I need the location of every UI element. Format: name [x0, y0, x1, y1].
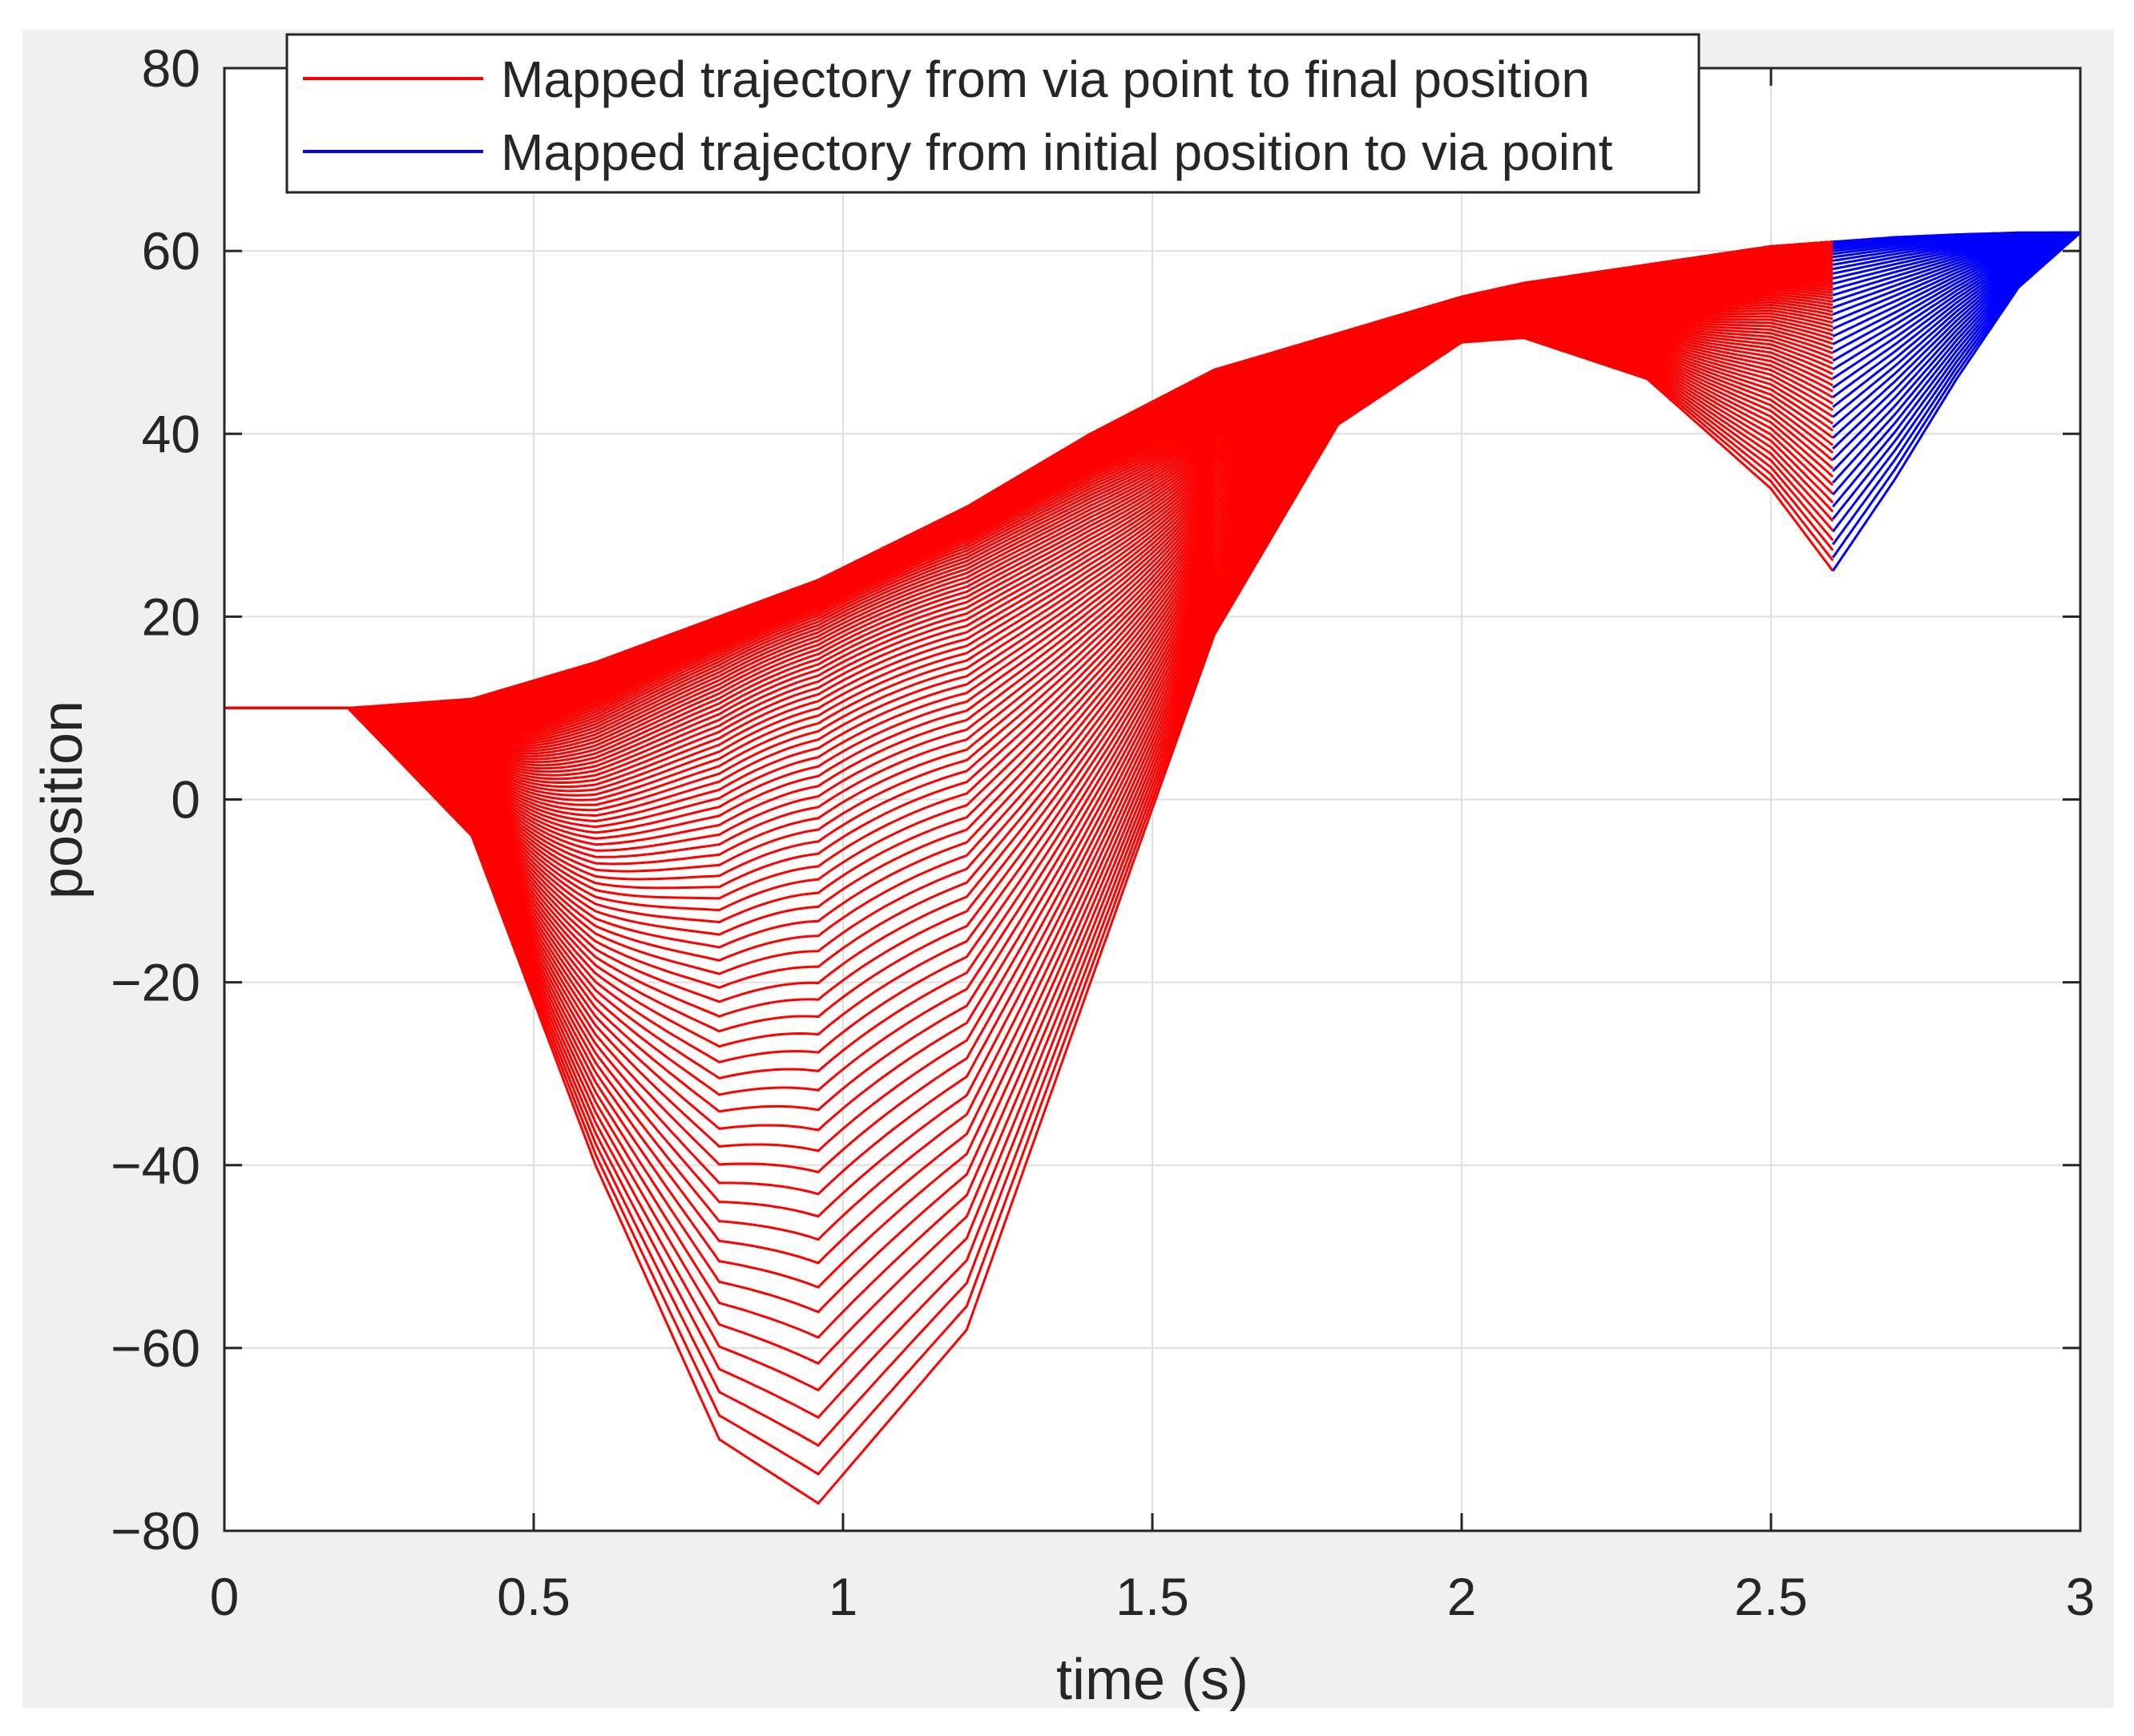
x-axis-label: time (s) [1056, 1648, 1249, 1712]
legend-box [285, 33, 1700, 194]
y-tick-label: −60 [111, 1318, 200, 1378]
legend-label-blue: Mapped trajectory from initial position … [501, 123, 1613, 181]
red-trajectory-family [224, 240, 1834, 1505]
blue-trajectory-family [1831, 231, 2081, 572]
x-tick-label: 0.5 [497, 1567, 571, 1626]
legend: Mapped trajectory from via point to fina… [285, 33, 1700, 194]
blue-trajectory-line [1833, 231, 2080, 244]
x-tick-label: 3 [2066, 1567, 2096, 1626]
x-tick-label: 1 [829, 1567, 858, 1626]
y-axis-label: position [30, 700, 95, 899]
y-tick-label: 60 [142, 221, 200, 281]
y-tick-label: −40 [111, 1136, 200, 1195]
y-tick-label: 40 [142, 404, 200, 463]
legend-label-red: Mapped trajectory from via point to fina… [501, 50, 1590, 108]
y-tick-label: 80 [142, 38, 200, 98]
x-tick-label: 2 [1447, 1567, 1477, 1626]
y-tick-label: 0 [171, 770, 200, 830]
x-tick-label: 2.5 [1734, 1567, 1808, 1626]
x-tick-label: 1.5 [1115, 1567, 1189, 1626]
y-tick-label: −20 [111, 953, 200, 1012]
axis-ticks: 0 0.5 1 1.5 2 2.5 3 −80 −60 −40 −20 0 20 40 60 80 [111, 38, 2095, 1626]
y-tick-label: 20 [142, 587, 200, 646]
x-tick-label: 0 [210, 1567, 240, 1626]
red-trajectory-line [224, 240, 1833, 709]
y-tick-label: −80 [111, 1501, 200, 1560]
